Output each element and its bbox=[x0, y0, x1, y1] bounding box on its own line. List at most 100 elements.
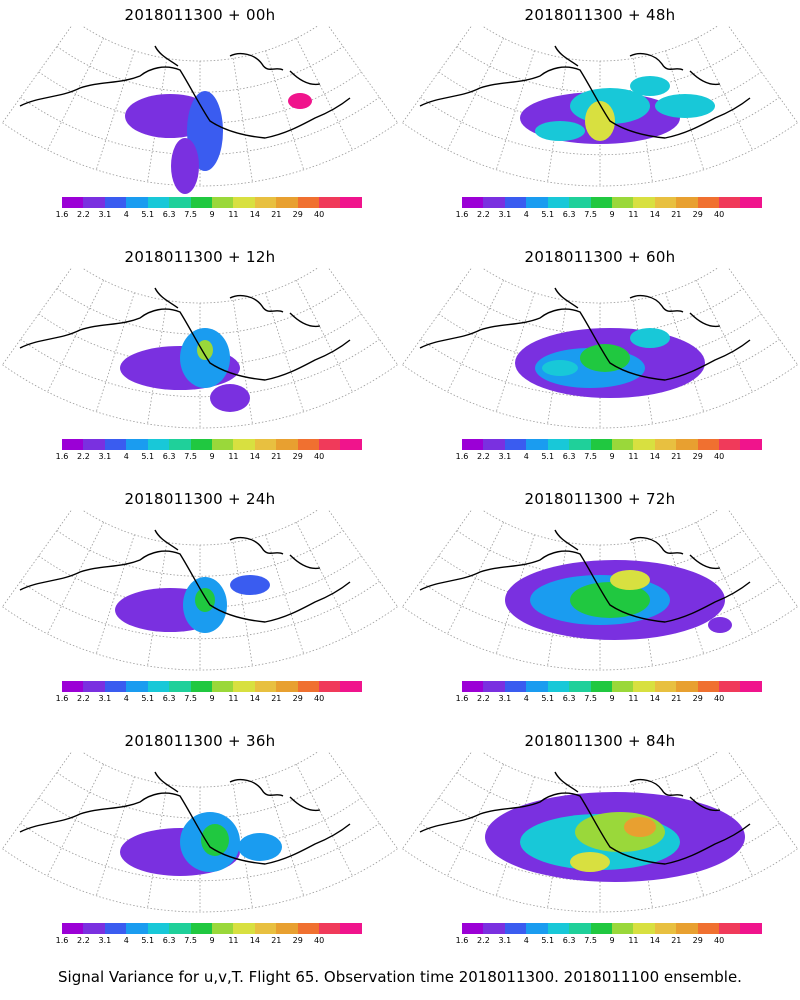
map bbox=[2, 752, 398, 913]
figure-caption: Signal Variance for u,v,T. Flight 65. Ob… bbox=[58, 968, 742, 986]
colorbar-tick-label: 14 bbox=[649, 936, 660, 945]
colorbar-swatch bbox=[83, 923, 105, 934]
colorbar-swatch bbox=[719, 439, 741, 450]
colorbar-swatch bbox=[169, 923, 191, 934]
colorbar-tick-label: 14 bbox=[649, 694, 660, 703]
colorbar-swatch bbox=[590, 439, 612, 450]
colorbar-swatch bbox=[169, 197, 191, 208]
colorbar-tick-label: 11 bbox=[628, 210, 639, 219]
colorbar-tick-label: 3.1 bbox=[98, 694, 112, 703]
map bbox=[402, 510, 798, 671]
colorbar-swatch bbox=[676, 439, 698, 450]
variance-region bbox=[610, 570, 650, 590]
colorbar-tick-label: 9 bbox=[209, 210, 215, 219]
colorbar-tick-label: 6.3 bbox=[162, 210, 176, 219]
colorbar-swatch bbox=[340, 439, 362, 450]
colorbar-swatch bbox=[340, 923, 362, 934]
panel-60h: 2018011300 + 60h 1.6 2.2 3.1 4 5.1 6.3 7.5 9 11 1… bbox=[400, 242, 800, 484]
colorbar-tick-label: 21 bbox=[671, 210, 682, 219]
colorbar-tick-label: 14 bbox=[249, 694, 260, 703]
coastline bbox=[19, 287, 351, 381]
colorbar-swatch bbox=[654, 923, 677, 934]
colorbar-labels: 1.6 2.2 3.1 4 5.1 6.3 7.5 9 11 14 21 29 40 bbox=[456, 452, 768, 464]
colorbar-swatch bbox=[526, 923, 548, 934]
colorbar-swatch bbox=[719, 923, 741, 934]
colorbar-labels: 1.6 2.2 3.1 4 5.1 6.3 7.5 9 11 14 21 29 40 bbox=[56, 694, 368, 706]
colorbar-swatch bbox=[676, 923, 698, 934]
colorbar-swatch bbox=[611, 439, 634, 450]
coastline bbox=[19, 45, 351, 139]
colorbar-swatch bbox=[147, 197, 170, 208]
colorbar bbox=[462, 197, 762, 208]
colorbar-swatch bbox=[211, 197, 234, 208]
colorbar-tick-label: 1.6 bbox=[55, 936, 69, 945]
colorbar-swatch bbox=[676, 681, 698, 692]
colorbar-tick-label: 4 bbox=[123, 452, 129, 461]
colorbar-swatch bbox=[654, 681, 677, 692]
colorbar-swatch bbox=[319, 923, 341, 934]
colorbar-swatch bbox=[611, 923, 634, 934]
colorbar-tick-label: 2.2 bbox=[77, 694, 90, 703]
colorbar-swatch bbox=[547, 439, 570, 450]
colorbar-swatch bbox=[62, 197, 84, 208]
colorbar bbox=[62, 197, 362, 208]
colorbar-swatch bbox=[297, 197, 320, 208]
colorbar-swatch bbox=[340, 681, 362, 692]
panel-title: 2018011300 + 72h bbox=[524, 490, 676, 508]
colorbar-tick-label: 4 bbox=[523, 210, 529, 219]
colorbar-swatch bbox=[547, 923, 570, 934]
colorbar-swatch bbox=[147, 681, 170, 692]
colorbar-swatch bbox=[697, 923, 720, 934]
colorbar-tick-label: 1.6 bbox=[55, 694, 69, 703]
map bbox=[2, 26, 398, 194]
colorbar-swatch bbox=[569, 923, 591, 934]
colorbar-swatch bbox=[297, 439, 320, 450]
colorbar-swatch bbox=[297, 681, 320, 692]
colorbar-swatch bbox=[126, 439, 148, 450]
colorbar-swatch bbox=[147, 923, 170, 934]
variance-field bbox=[485, 792, 745, 882]
colorbar-swatch bbox=[462, 681, 484, 692]
colorbar-swatch bbox=[126, 681, 148, 692]
panel-title: 2018011300 + 84h bbox=[524, 732, 676, 750]
colorbar-tick-label: 21 bbox=[671, 452, 682, 461]
colorbar-swatch bbox=[504, 923, 527, 934]
colorbar-tick-label: 6.3 bbox=[562, 936, 576, 945]
colorbar-swatch bbox=[83, 439, 105, 450]
variance-region bbox=[197, 340, 213, 360]
panel-36h: 2018011300 + 36h 1.6 2.2 3.1 4 5.1 6.3 7.5 9 11 1… bbox=[0, 726, 400, 968]
colorbar-tick-label: 3.1 bbox=[98, 452, 112, 461]
variance-region bbox=[288, 93, 312, 109]
colorbar-tick-label: 5.1 bbox=[541, 452, 555, 461]
colorbar-tick-label: 7.5 bbox=[584, 210, 597, 219]
panel-title: 2018011300 + 36h bbox=[124, 732, 276, 750]
colorbar-tick-label: 3.1 bbox=[498, 694, 512, 703]
panel-title: 2018011300 + 12h bbox=[124, 248, 276, 266]
colorbar-swatch bbox=[104, 439, 127, 450]
colorbar-tick-label: 4 bbox=[523, 694, 529, 703]
colorbar-tick-label: 6.3 bbox=[162, 452, 176, 461]
coastline bbox=[419, 287, 751, 381]
colorbar-tick-label: 21 bbox=[271, 936, 282, 945]
colorbar-swatch bbox=[483, 439, 505, 450]
colorbar-tick-label: 11 bbox=[228, 694, 239, 703]
colorbar-swatch bbox=[462, 439, 484, 450]
colorbar-tick-label: 7.5 bbox=[184, 694, 197, 703]
colorbar-tick-label: 40 bbox=[714, 210, 725, 219]
colorbar-swatch bbox=[483, 197, 505, 208]
colorbar bbox=[462, 681, 762, 692]
colorbar-swatch bbox=[319, 439, 341, 450]
colorbar-tick-label: 4 bbox=[523, 936, 529, 945]
panel-title: 2018011300 + 48h bbox=[524, 6, 676, 24]
colorbar-tick-label: 1.6 bbox=[55, 452, 69, 461]
colorbar-swatch bbox=[319, 681, 341, 692]
map bbox=[2, 268, 398, 429]
colorbar-swatch bbox=[254, 439, 277, 450]
colorbar-swatch bbox=[169, 439, 191, 450]
panel-00h: 2018011300 + 00h 1.6 2.2 3.1 4 5.1 6.3 7.5 9 11 1… bbox=[0, 0, 400, 242]
colorbar bbox=[62, 923, 362, 934]
colorbar-swatch bbox=[740, 681, 762, 692]
colorbar-tick-label: 5.1 bbox=[141, 694, 155, 703]
colorbar-swatch bbox=[104, 197, 127, 208]
colorbar-tick-label: 6.3 bbox=[562, 694, 576, 703]
